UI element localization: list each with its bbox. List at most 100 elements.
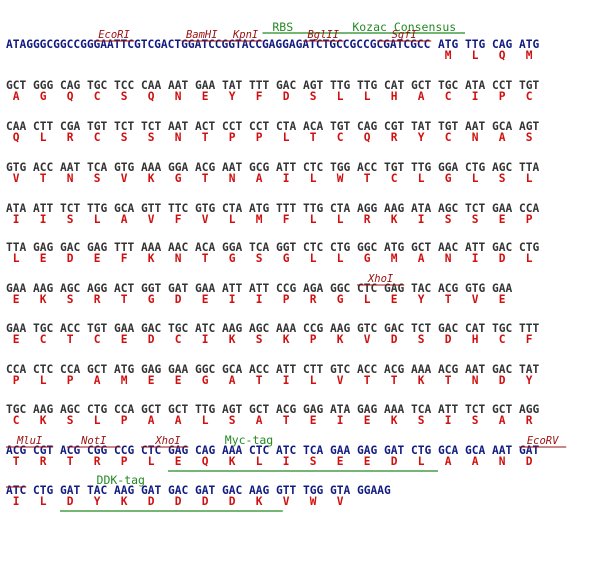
amino-acid: S <box>418 333 425 346</box>
codon: GGC <box>330 282 350 295</box>
codon: CAT <box>465 322 485 335</box>
codon: AAA <box>222 444 242 457</box>
codon: TTG <box>303 202 323 215</box>
amino-acid: F <box>256 90 263 103</box>
amino-acid: C <box>13 414 20 427</box>
amino-acid: C <box>40 333 47 346</box>
codon: ATT <box>33 202 53 215</box>
codon: AAT <box>465 363 485 376</box>
amino-acid: T <box>445 293 452 306</box>
codon: GCA <box>438 444 458 457</box>
amino-acid: K <box>148 252 155 265</box>
codon: GAT <box>384 444 404 457</box>
codon: TAT <box>222 79 242 92</box>
codon: GTG <box>465 282 485 295</box>
codon: AAT <box>222 161 242 174</box>
amino-acid: Y <box>94 495 101 508</box>
amino-acid: D <box>148 495 155 508</box>
enzyme-label: XhoI <box>154 435 181 447</box>
amino-acid: T <box>283 414 290 427</box>
amino-acid: T <box>310 131 317 144</box>
amino-acid: K <box>148 172 155 185</box>
amino-acid: P <box>310 333 317 346</box>
amino-acid: D <box>445 333 452 346</box>
amino-acid: N <box>445 252 452 265</box>
amino-acid: T <box>202 172 209 185</box>
codon: TTT <box>249 79 269 92</box>
amino-acid: A <box>418 252 425 265</box>
codon: CCT <box>492 79 512 92</box>
amino-acid: I <box>283 172 290 185</box>
amino-acid: R <box>310 293 317 306</box>
amino-acid: A <box>256 172 263 185</box>
codon: TTG <box>465 38 485 51</box>
codon: TCA <box>249 241 269 254</box>
amino-acid: Q <box>67 90 74 103</box>
codon: TTG <box>195 403 215 416</box>
codon: TGC <box>438 79 458 92</box>
codon: AAC <box>438 241 458 254</box>
amino-acid: T <box>256 374 263 387</box>
codon: AGT <box>303 79 323 92</box>
codon: CTG <box>33 484 53 497</box>
codon: CTG <box>330 241 350 254</box>
codon: GCT <box>411 79 431 92</box>
tag-label: RBS <box>272 20 293 34</box>
amino-acid: V <box>337 495 344 508</box>
amino-acid: H <box>472 333 479 346</box>
amino-acid: E <box>391 293 398 306</box>
amino-acid: D <box>229 495 236 508</box>
amino-acid: G <box>364 252 371 265</box>
amino-acid: P <box>256 131 263 144</box>
amino-acid: M <box>256 213 263 226</box>
amino-acid: L <box>148 455 155 468</box>
amino-acid: Q <box>202 455 209 468</box>
enzyme-label: BglII <box>307 29 339 41</box>
amino-acid: S <box>472 213 479 226</box>
amino-acid: G <box>175 172 182 185</box>
codon: CCA <box>114 403 134 416</box>
amino-acid: P <box>121 414 128 427</box>
amino-acid: I <box>202 333 209 346</box>
amino-acid: A <box>256 414 263 427</box>
amino-acid: N <box>229 172 236 185</box>
codon: GAG <box>87 241 107 254</box>
codon: ACA <box>195 241 215 254</box>
codon: AAG <box>384 202 404 215</box>
tag-label: Myc-tag <box>225 433 273 447</box>
amino-acid: N <box>175 252 182 265</box>
amino-acid: L <box>337 90 344 103</box>
amino-acid: P <box>121 455 128 468</box>
amino-acid: E <box>364 455 371 468</box>
codon: CTC <box>33 363 53 376</box>
codon: GTT <box>141 202 161 215</box>
codon: GAA <box>492 282 512 295</box>
amino-acid: L <box>418 455 425 468</box>
amino-acid: A <box>94 374 101 387</box>
amino-acid: N <box>175 90 182 103</box>
amino-acid: T <box>40 172 47 185</box>
codon: TGC <box>87 79 107 92</box>
codon: CAA <box>6 120 26 133</box>
codon: CCA <box>60 363 80 376</box>
amino-acid: Y <box>418 293 425 306</box>
codon: CTC <box>303 161 323 174</box>
amino-acid: A <box>148 414 155 427</box>
codon: CAA <box>141 79 161 92</box>
codon: TGT <box>438 120 458 133</box>
codon: ATG <box>249 202 269 215</box>
amino-acid: G <box>229 252 236 265</box>
amino-acid: Q <box>148 90 155 103</box>
codon: ACC <box>60 322 80 335</box>
amino-acid: S <box>526 131 533 144</box>
amino-acid: L <box>40 131 47 144</box>
amino-acid: G <box>283 252 290 265</box>
amino-acid: P <box>229 131 236 144</box>
amino-acid: I <box>472 90 479 103</box>
amino-acid: P <box>13 374 20 387</box>
codon: GAA <box>168 363 188 376</box>
tag-label: DDK-tag <box>97 473 145 487</box>
amino-acid: R <box>94 455 101 468</box>
codon: AAG <box>33 282 53 295</box>
codon: TGC <box>492 322 512 335</box>
